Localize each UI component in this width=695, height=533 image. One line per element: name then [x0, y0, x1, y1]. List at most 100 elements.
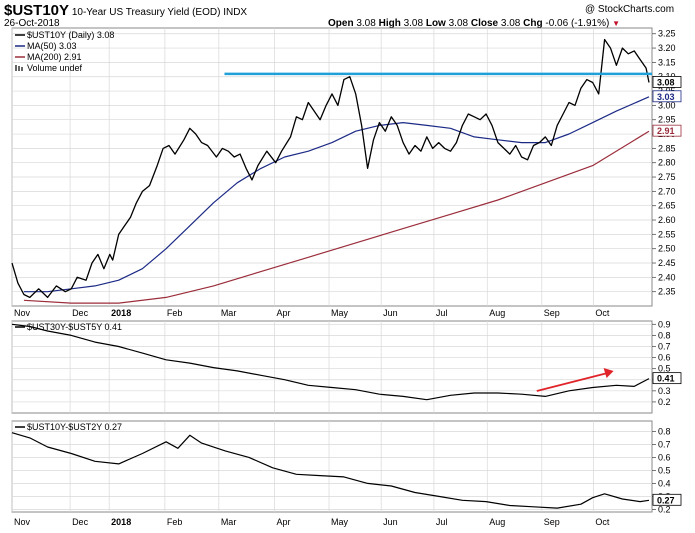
close-label: Close: [470, 18, 499, 29]
date-label: 26-Oct-2018: [4, 18, 60, 29]
y-tick-label: 2.60: [658, 215, 676, 225]
y-tick-label: 0.6: [658, 353, 671, 363]
legend-entry: MA(200) 2.91: [27, 52, 82, 62]
last-value-box: [652, 90, 682, 103]
down-triangle-icon: ▼: [612, 19, 620, 28]
ma200-line: [23, 130, 650, 304]
y-tick-label: 2.70: [658, 186, 676, 196]
x-tick-label: Jul: [436, 308, 448, 318]
last-value-box: [652, 124, 682, 137]
open-value: 3.08: [356, 18, 376, 29]
low-value: 3.08: [448, 18, 469, 29]
y-tick-label: 3.20: [658, 43, 676, 53]
ma50-line: [23, 96, 650, 293]
y-tick-label: 2.75: [658, 172, 676, 182]
y-tick-label: 2.35: [658, 287, 676, 297]
exchange: INDX: [223, 7, 248, 18]
x-tick-label: Sep: [544, 308, 560, 318]
y-tick-label: 0.8: [658, 330, 671, 340]
x-tick-label: Nov: [14, 308, 31, 318]
high-label: High: [378, 18, 401, 29]
trend-arrow-head: [603, 368, 614, 378]
symbol: $UST10Y: [4, 2, 70, 19]
last-value-box: [652, 372, 682, 385]
legend-entry: $UST10Y (Daily) 3.08: [27, 30, 114, 40]
watermark: @ StockCharts.com: [585, 4, 675, 15]
chart-header: $UST10Y 10-Year US Treasury Yield (EOD) …: [4, 2, 247, 19]
x-tick-label: 2018: [111, 308, 131, 318]
low-label: Low: [425, 18, 446, 29]
x-tick-label: Apr: [277, 517, 291, 527]
y-tick-label: 2.45: [658, 258, 676, 268]
last-value-label: 3.03: [657, 92, 675, 102]
x-tick-label: Oct: [595, 308, 610, 318]
y-tick-label: 2.95: [658, 115, 676, 125]
y-tick-label: 2.80: [658, 158, 676, 168]
y-tick-label: 2.55: [658, 229, 676, 239]
y-tick-label: 0.7: [658, 439, 671, 449]
y-tick-label: 2.65: [658, 201, 676, 211]
x-tick-label: Jun: [383, 517, 398, 527]
symbol-description: 10-Year US Treasury Yield (EOD): [71, 7, 221, 18]
spread-line: [11, 432, 650, 509]
x-tick-label: Dec: [72, 517, 89, 527]
last-value-label: 0.27: [657, 495, 675, 505]
y-tick-label: 0.6: [658, 452, 671, 462]
last-value-label: 3.08: [657, 77, 675, 87]
high-value: 3.08: [403, 18, 424, 29]
x-tick-label: Feb: [167, 517, 183, 527]
trend-arrow: [536, 372, 608, 392]
x-tick-label: Jun: [383, 308, 398, 318]
x-tick-label: Jul: [436, 517, 448, 527]
chg-label: Chg: [523, 18, 543, 29]
chg-value: -0.06 (-1.91%): [545, 18, 610, 29]
x-tick-label: May: [331, 308, 349, 318]
y-tick-label: 3.15: [658, 57, 676, 67]
legend-entry: MA(50) 3.03: [27, 41, 77, 51]
x-tick-label: Aug: [489, 517, 505, 527]
legend-entry: $UST10Y-$UST2Y 0.27: [27, 422, 122, 432]
y-tick-label: 0.2: [658, 397, 671, 407]
x-tick-label: Mar: [221, 308, 237, 318]
y-tick-label: 2.85: [658, 143, 676, 153]
volume-bars-icon: [21, 67, 23, 71]
x-tick-label: Mar: [221, 517, 237, 527]
last-value-label: 0.41: [657, 374, 675, 384]
y-tick-label: 2.50: [658, 244, 676, 254]
last-value-label: 2.91: [657, 126, 675, 136]
y-tick-label: 3.00: [658, 100, 676, 110]
last-value-box: [652, 76, 682, 88]
y-tick-label: 0.7: [658, 341, 671, 351]
y-tick-label: 2.40: [658, 272, 676, 282]
y-tick-label: 0.9: [658, 319, 671, 329]
ohlc-bar: Open 3.08 High 3.08 Low 3.08 Close 3.08 …: [328, 18, 620, 29]
price-line: [11, 38, 650, 299]
x-tick-label: May: [331, 517, 349, 527]
y-tick-label: 0.3: [658, 386, 671, 396]
y-tick-label: 0.5: [658, 465, 671, 475]
volume-bars-icon: [18, 66, 20, 71]
close-value: 3.08: [500, 18, 521, 29]
spread-line: [11, 323, 650, 401]
panel-frame: [11, 27, 653, 307]
x-tick-label: Dec: [72, 308, 89, 318]
y-tick-label: 0.2: [658, 504, 671, 514]
volume-bars-icon: [15, 65, 17, 71]
x-tick-label: Apr: [277, 308, 291, 318]
panel-frame: [11, 320, 653, 414]
open-label: Open: [328, 18, 354, 29]
x-tick-label: Aug: [489, 308, 505, 318]
last-value-box: [652, 493, 682, 506]
panel-frame: [11, 420, 653, 513]
legend-entry: $UST30Y-$UST5Y 0.41: [27, 322, 122, 332]
x-tick-label: 2018: [111, 517, 131, 527]
y-tick-label: 0.5: [658, 364, 671, 374]
legend-entry: Volume undef: [27, 63, 83, 73]
x-tick-label: Nov: [14, 517, 31, 527]
y-tick-label: 0.4: [658, 478, 671, 488]
y-tick-label: 0.8: [658, 426, 671, 436]
x-tick-label: Sep: [544, 517, 560, 527]
x-tick-label: Feb: [167, 308, 183, 318]
y-tick-label: 3.25: [658, 29, 676, 39]
